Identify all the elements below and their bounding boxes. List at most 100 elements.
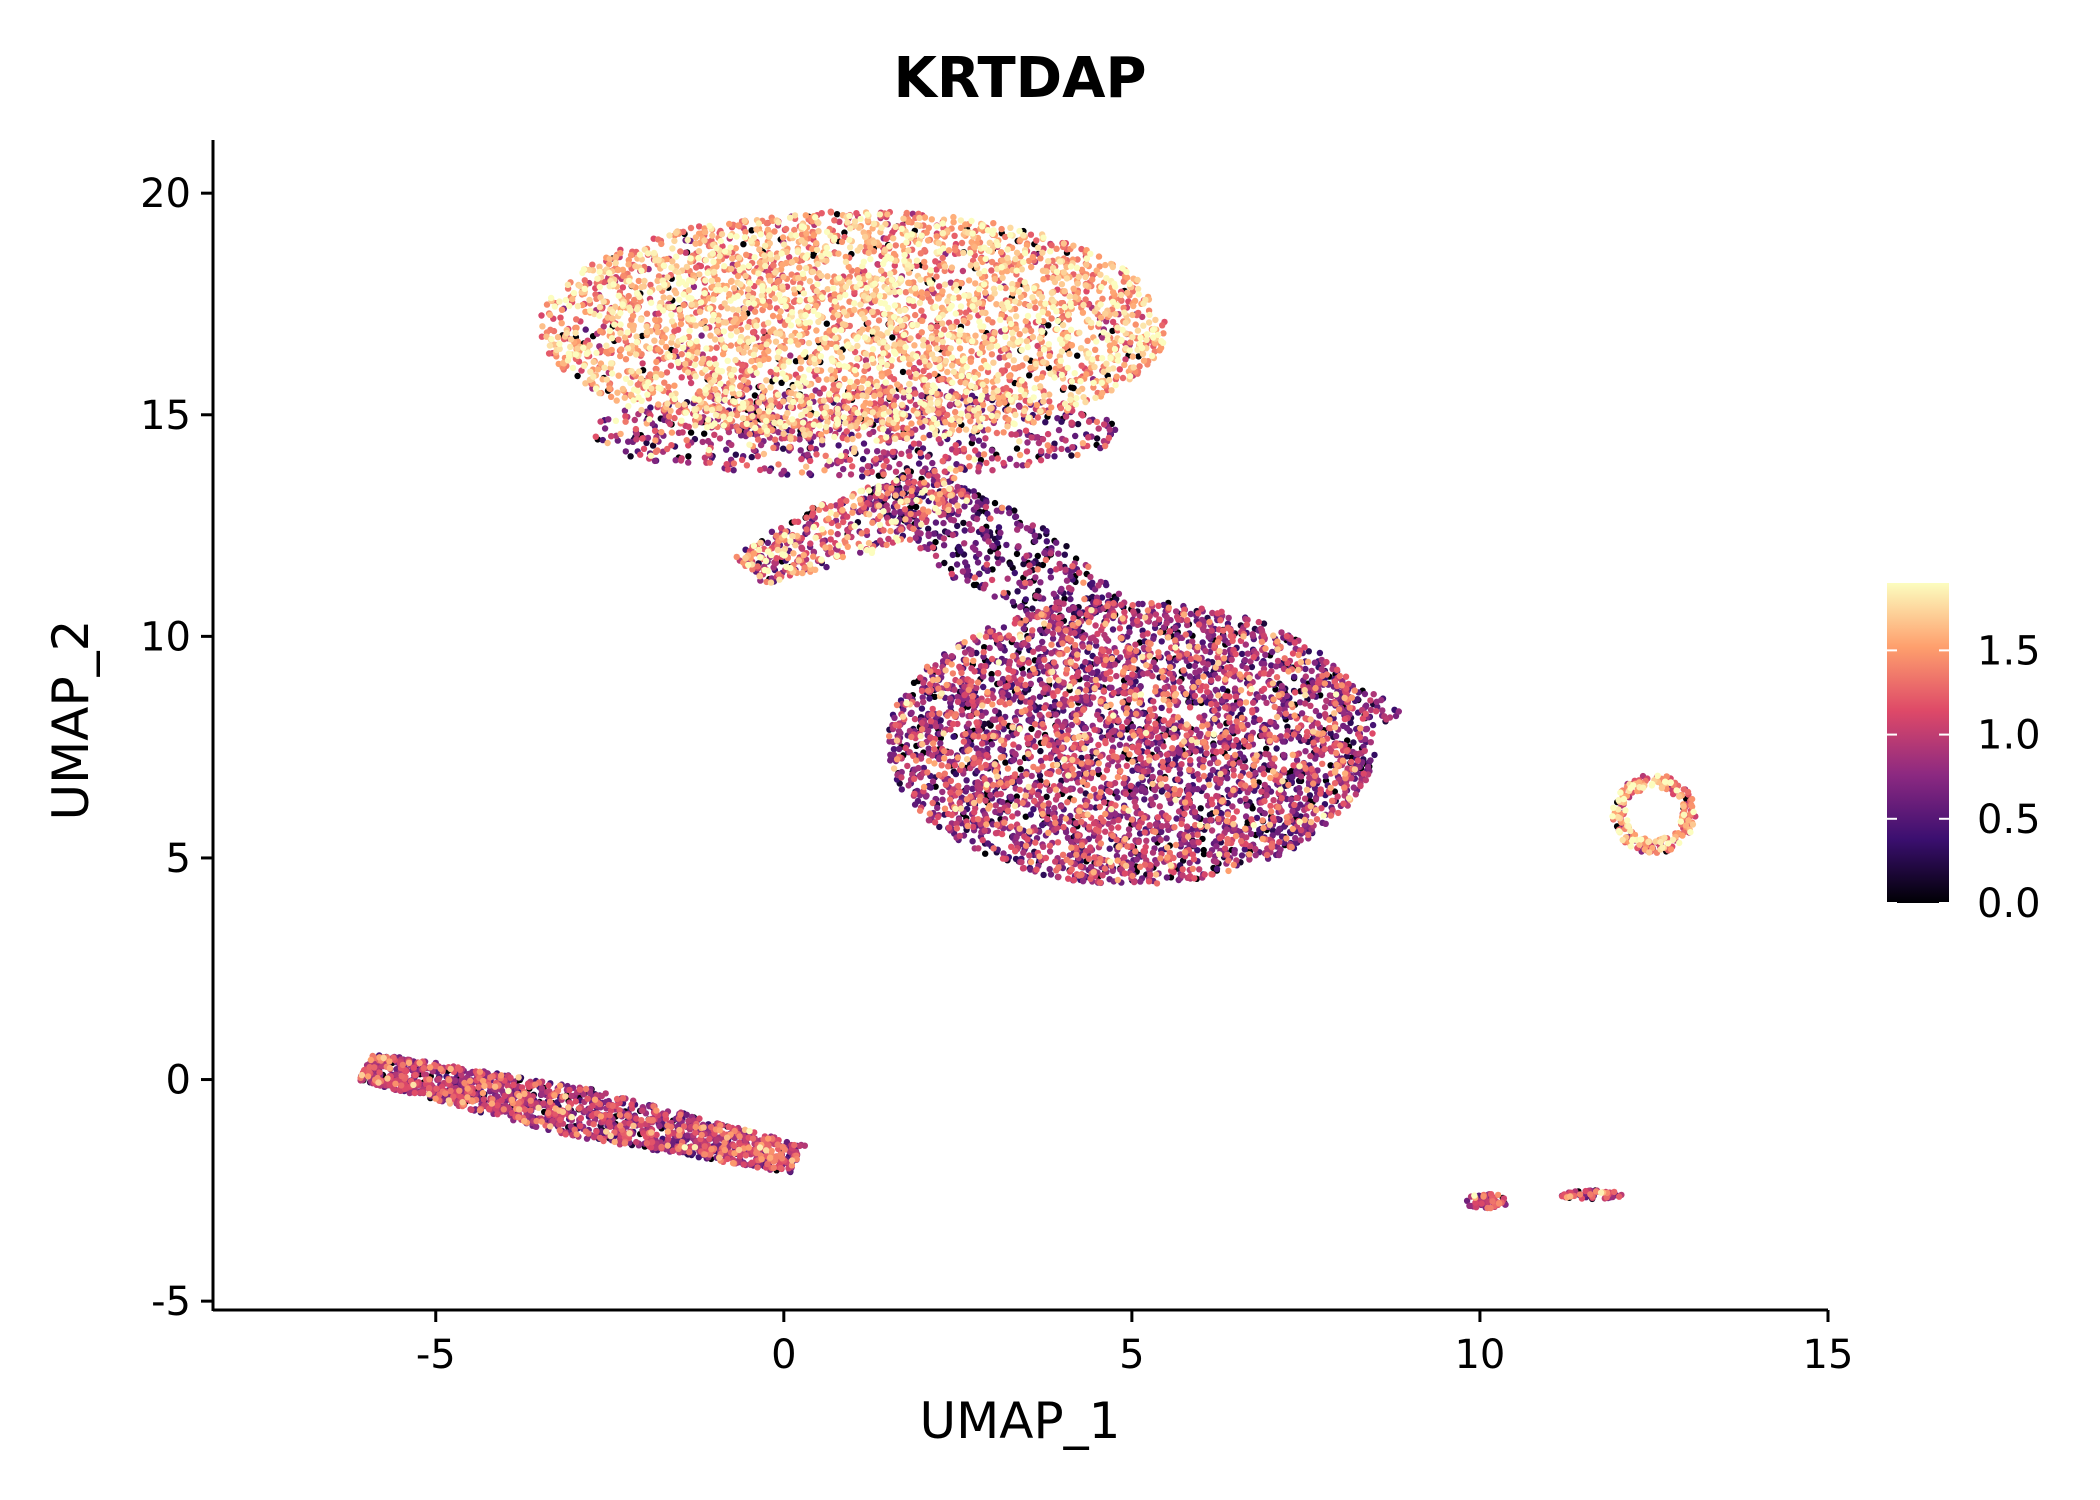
cell-point [1278, 629, 1285, 636]
cell-point [1115, 590, 1123, 597]
cell-point [1278, 682, 1286, 690]
cell-point [1153, 746, 1161, 753]
cell-point [823, 320, 830, 327]
cell-point [1017, 603, 1024, 611]
cell-point [1249, 631, 1256, 638]
cell-point [732, 451, 739, 458]
cell-point [895, 745, 903, 753]
cell-point [963, 784, 971, 791]
cell-point [699, 438, 706, 446]
cell-point [987, 792, 994, 799]
cell-point [939, 796, 946, 803]
cell-point [1047, 567, 1054, 575]
cell-point [965, 720, 972, 727]
cell-point [1354, 696, 1361, 703]
cell-point [1298, 710, 1306, 717]
cell-point [950, 733, 957, 740]
cell-point [1034, 732, 1041, 739]
cell-point [1327, 762, 1334, 769]
cell-point [451, 1077, 459, 1084]
cell-point [1206, 760, 1214, 767]
cell-point [1302, 665, 1309, 673]
cell-point [935, 562, 943, 569]
cell-point [969, 838, 976, 845]
cell-point [990, 694, 997, 702]
cell-point [1024, 439, 1031, 446]
cell-point [989, 566, 996, 573]
cell-point [631, 416, 638, 424]
cell-point [1058, 803, 1065, 810]
cell-point [1172, 608, 1180, 615]
cell-point [1209, 766, 1217, 774]
cell-point [1137, 878, 1144, 885]
cell-point [1149, 849, 1157, 856]
cell-point [982, 581, 989, 588]
cell-point [1297, 837, 1304, 844]
cell-point [1157, 836, 1164, 844]
cell-point [1012, 513, 1020, 520]
cell-point [929, 778, 937, 785]
cell-point [1109, 626, 1117, 633]
cell-point [1076, 610, 1084, 617]
cell-point [1123, 718, 1131, 726]
cell-point [911, 801, 919, 808]
cell-point [1062, 413, 1070, 420]
cell-point [1307, 752, 1314, 760]
cell-point [1053, 539, 1060, 546]
cell-point [1082, 674, 1089, 681]
cell-point [1065, 584, 1073, 592]
cell-point [836, 471, 843, 479]
cell-point [968, 526, 976, 533]
cell-point [1228, 725, 1236, 732]
cell-point [996, 680, 1004, 687]
cell-point [912, 503, 920, 511]
cell-point [947, 565, 955, 573]
cell-point [1020, 849, 1027, 856]
cell-point [1050, 590, 1058, 597]
cell-point [1321, 704, 1329, 711]
cell-point [949, 531, 956, 539]
cell-point [1067, 595, 1074, 603]
cell-point [1163, 620, 1170, 627]
scatter-points [357, 208, 1699, 1212]
cell-point [1178, 684, 1185, 692]
cell-point [1242, 795, 1249, 802]
cell-point [804, 451, 811, 458]
cell-point [740, 241, 747, 248]
cell-point [992, 802, 999, 809]
cell-point [574, 372, 581, 380]
cell-point [1263, 699, 1270, 706]
cell-point [1063, 543, 1070, 550]
cell-point [792, 358, 800, 365]
cell-point [1297, 773, 1305, 780]
cell-point [975, 845, 982, 852]
cell-point [1141, 796, 1148, 803]
cell-point [932, 538, 939, 546]
cell-point [649, 442, 657, 449]
cell-point [990, 716, 998, 723]
cell-point [857, 549, 864, 556]
cell-point [905, 782, 912, 789]
cell-point [926, 695, 933, 702]
cell-point [1206, 851, 1213, 858]
cell-point [988, 670, 995, 678]
cell-point [1046, 848, 1054, 855]
cell-point [1252, 845, 1259, 853]
cell-point [1152, 821, 1160, 828]
cell-point [1061, 595, 1068, 602]
cell-point [1130, 791, 1137, 798]
cell-point [1055, 873, 1062, 881]
cell-point [999, 798, 1006, 806]
cell-point [949, 551, 956, 559]
cell-point [973, 684, 980, 692]
cell-point [1043, 538, 1051, 545]
cell-point [974, 559, 982, 566]
cell-point [996, 641, 1003, 649]
cell-point [1291, 673, 1298, 681]
cell-point [1047, 871, 1055, 878]
cell-point [1022, 570, 1030, 577]
cell-point [1041, 549, 1048, 557]
cell-point [1036, 626, 1044, 634]
cell-point [981, 644, 988, 651]
